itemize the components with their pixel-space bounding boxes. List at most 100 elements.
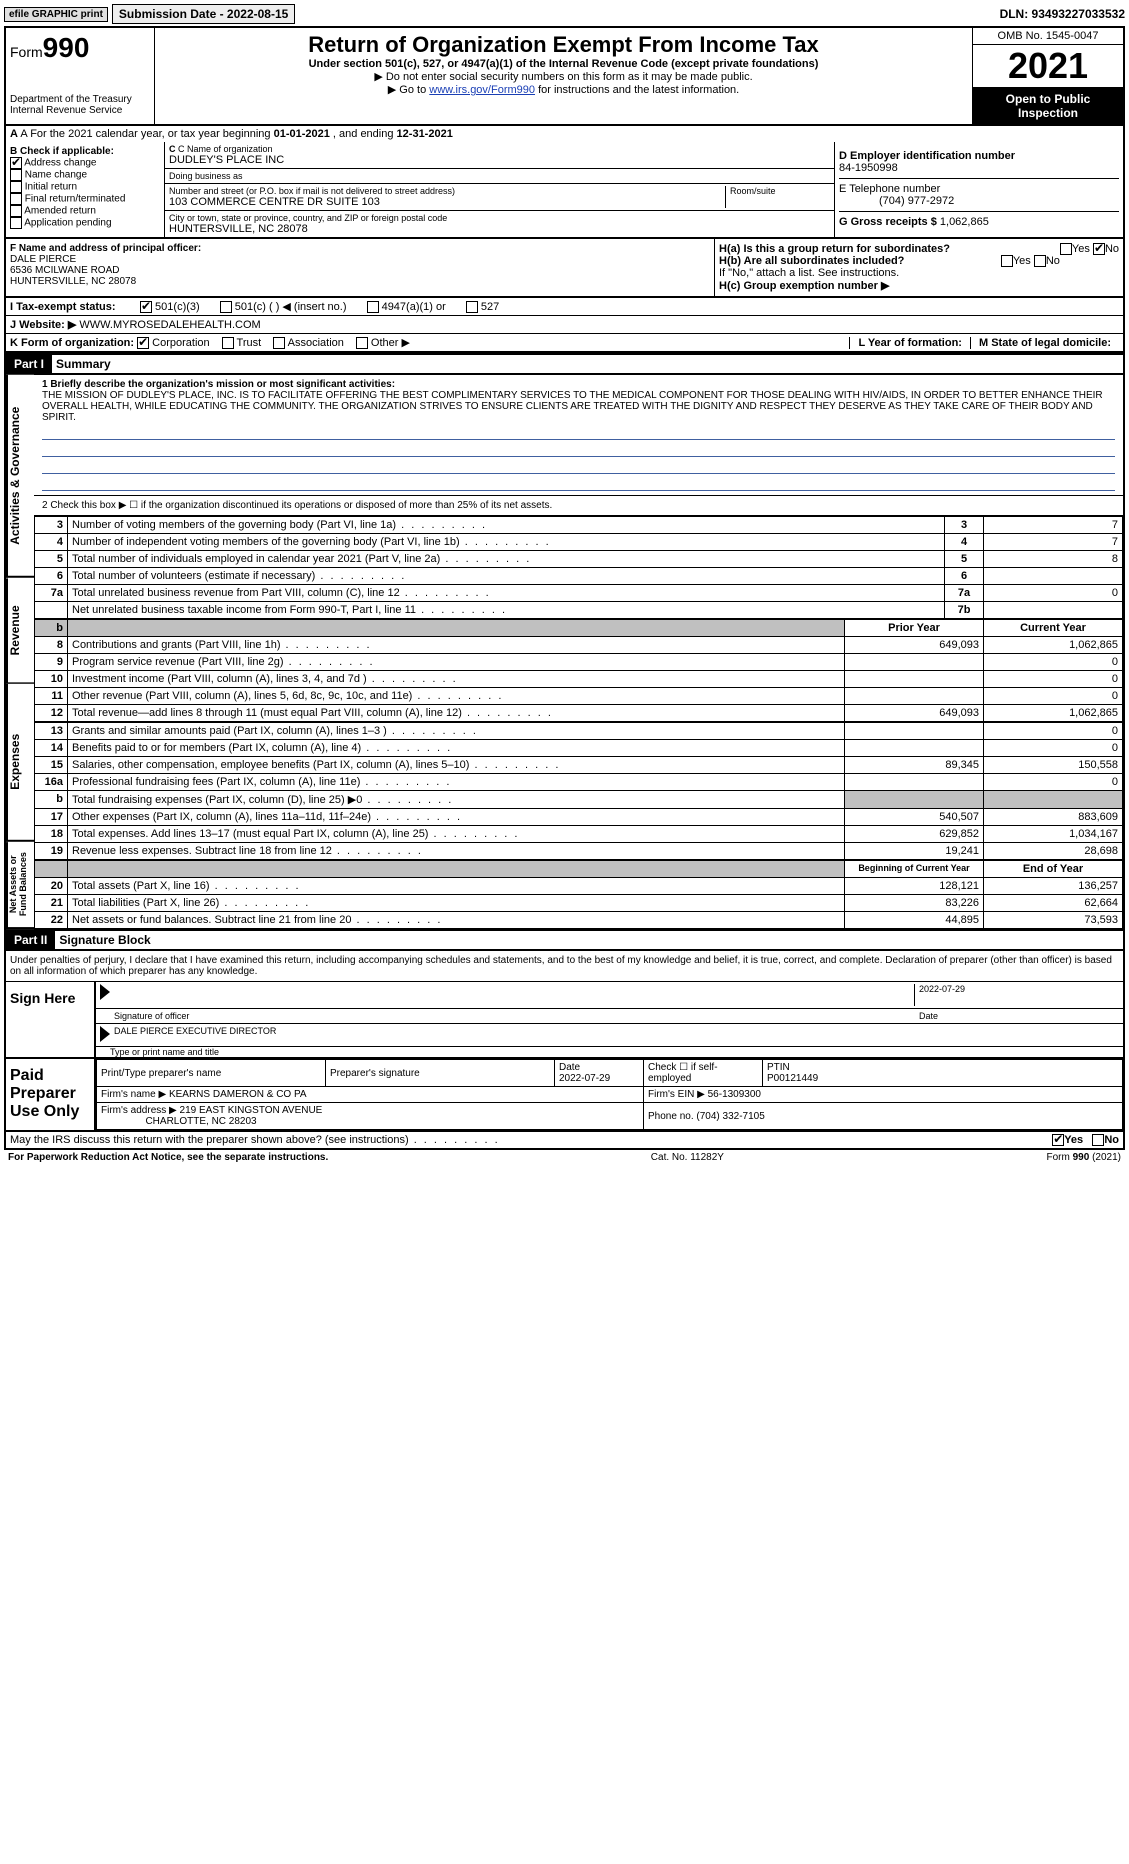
end-year-header: End of Year: [984, 861, 1123, 878]
hb-yes-check[interactable]: [1001, 255, 1013, 267]
k-opt-0[interactable]: [137, 337, 149, 349]
dept-label: Department of the Treasury Internal Reve…: [10, 94, 150, 116]
row-a: A A For the 2021 calendar year, or tax y…: [4, 126, 1125, 142]
revenue-table: b Prior Year Current Year 8Contributions…: [34, 619, 1123, 722]
check-amended-return[interactable]: [10, 205, 22, 217]
m-label: M State of legal domicile:: [979, 337, 1111, 349]
hc-label: H(c) Group exemption number ▶: [719, 280, 889, 292]
i-opt-0[interactable]: [140, 301, 152, 313]
sig-date-label: Date: [919, 1011, 1119, 1021]
goto-pre: ▶ Go to: [388, 84, 429, 96]
phone-label: E Telephone number: [839, 183, 940, 195]
part2-header: Part II: [6, 931, 55, 949]
ptin-label: PTIN: [767, 1062, 790, 1073]
omb-number: OMB No. 1545-0047: [973, 28, 1123, 45]
k-opt-1[interactable]: [222, 337, 234, 349]
hb-note: If "No," attach a list. See instructions…: [719, 267, 1119, 279]
ha-yes: Yes: [1072, 243, 1090, 255]
begin-year-header: Beginning of Current Year: [845, 861, 984, 878]
c-name-label: C Name of organization: [178, 144, 273, 154]
discuss-no-check[interactable]: [1092, 1134, 1104, 1146]
phone-value: (704) 977-2972: [839, 195, 954, 207]
row-k: K Form of organization: Corporation Trus…: [4, 334, 1125, 353]
discuss-yes-check[interactable]: [1052, 1134, 1064, 1146]
section-bcd: B Check if applicable: Address change Na…: [4, 142, 1125, 239]
officer-addr2: HUNTERSVILLE, NC 28078: [10, 276, 136, 287]
ptin-value: P00121449: [767, 1073, 818, 1084]
part1-header: Part I: [6, 355, 52, 373]
prep-name-label: Print/Type preparer's name: [97, 1060, 326, 1087]
sign-here-label: Sign Here: [6, 982, 96, 1057]
k-opt-2[interactable]: [273, 337, 285, 349]
signature-block: Under penalties of perjury, I declare th…: [4, 951, 1125, 1150]
i-label: I Tax-exempt status:: [10, 301, 140, 313]
vtab-netassets: Net Assets or Fund Balances: [6, 842, 34, 929]
i-opt-2[interactable]: [367, 301, 379, 313]
sign-arrow-icon-2: [100, 1026, 110, 1042]
footer-cat: Cat. No. 11282Y: [651, 1152, 724, 1163]
check-address-change[interactable]: [10, 157, 22, 169]
discuss-no: No: [1104, 1134, 1119, 1146]
vtab-governance: Activities & Governance: [6, 375, 34, 578]
discuss-yes: Yes: [1064, 1134, 1083, 1146]
rowA-pre: A For the 2021 calendar year, or tax yea…: [20, 128, 273, 140]
section-fh: F Name and address of principal officer:…: [4, 239, 1125, 298]
ha-no-check[interactable]: [1093, 243, 1105, 255]
officer-name-label: Type or print name and title: [96, 1047, 1123, 1057]
k-label: K Form of organization:: [10, 337, 134, 349]
gross-value: 1,062,865: [940, 216, 989, 228]
j-label: J Website: ▶: [10, 318, 76, 331]
open-public-badge: Open to Public Inspection: [973, 88, 1123, 124]
f-label: F Name and address of principal officer:: [10, 243, 201, 254]
line2: 2 Check this box ▶ ☐ if the organization…: [34, 496, 1123, 516]
ein-label: D Employer identification number: [839, 150, 1015, 162]
firm-phone: (704) 332-7105: [696, 1111, 764, 1122]
l-label: L Year of formation:: [858, 337, 962, 349]
check-application-pending[interactable]: [10, 217, 22, 229]
form-label: Form: [10, 44, 43, 60]
governance-table: 3Number of voting members of the governi…: [34, 516, 1123, 619]
hb-no-check[interactable]: [1034, 255, 1046, 267]
efile-button[interactable]: efile GRAPHIC print: [4, 7, 108, 22]
ha-yes-check[interactable]: [1060, 243, 1072, 255]
officer-typed-name: DALE PIERCE EXECUTIVE DIRECTOR: [114, 1026, 276, 1044]
declaration-text: Under penalties of perjury, I declare th…: [6, 951, 1123, 981]
firm-addr: 219 EAST KINGSTON AVENUE: [180, 1105, 323, 1116]
sig-officer-label: Signature of officer: [100, 1011, 919, 1021]
ein-value: 84-1950998: [839, 162, 898, 174]
street-address: 103 COMMERCE CENTRE DR SUITE 103: [169, 196, 725, 208]
city-label: City or town, state or province, country…: [169, 213, 830, 223]
room-label: Room/suite: [730, 186, 830, 196]
check-initial-return[interactable]: [10, 181, 22, 193]
form-title: Return of Organization Exempt From Incom…: [159, 32, 968, 58]
firm-addr-label: Firm's address ▶: [101, 1105, 177, 1116]
sign-arrow-icon: [100, 984, 110, 1000]
officer-addr1: 6536 MCILWANE ROAD: [10, 265, 119, 276]
sig-date: 2022-07-29: [914, 984, 1119, 1006]
part1-title: Summary: [52, 355, 115, 373]
k-opt-3[interactable]: [356, 337, 368, 349]
check-name-change[interactable]: [10, 169, 22, 181]
check-final-return-terminated[interactable]: [10, 193, 22, 205]
website-value: WWW.MYROSEDALEHEALTH.COM: [79, 319, 260, 331]
firm-phone-label: Phone no.: [648, 1111, 694, 1122]
prep-date: 2022-07-29: [559, 1073, 610, 1084]
addr-label: Number and street (or P.O. box if mail i…: [169, 186, 725, 196]
vtab-revenue: Revenue: [6, 578, 34, 684]
gross-label: G Gross receipts $: [839, 216, 937, 228]
footer-form: 990: [1073, 1152, 1090, 1163]
i-opt-3[interactable]: [466, 301, 478, 313]
city-state-zip: HUNTERSVILLE, NC 28078: [169, 223, 830, 235]
mission-text: THE MISSION OF DUDLEY'S PLACE, INC. IS T…: [42, 390, 1103, 423]
submission-date: Submission Date - 2022-08-15: [112, 4, 295, 24]
firm-name: KEARNS DAMERON & CO PA: [169, 1089, 307, 1100]
footer-left: For Paperwork Reduction Act Notice, see …: [8, 1152, 328, 1163]
discuss-question: May the IRS discuss this return with the…: [10, 1134, 500, 1146]
paid-preparer-label: Paid Preparer Use Only: [6, 1059, 96, 1130]
firm-city: CHARLOTTE, NC 28203: [145, 1116, 256, 1127]
irs-link[interactable]: www.irs.gov/Form990: [429, 84, 535, 96]
vtab-expenses: Expenses: [6, 684, 34, 842]
i-opt-1[interactable]: [220, 301, 232, 313]
check-self: Check ☐ if self-employed: [644, 1060, 763, 1087]
line1-label: 1 Briefly describe the organization's mi…: [42, 379, 395, 390]
